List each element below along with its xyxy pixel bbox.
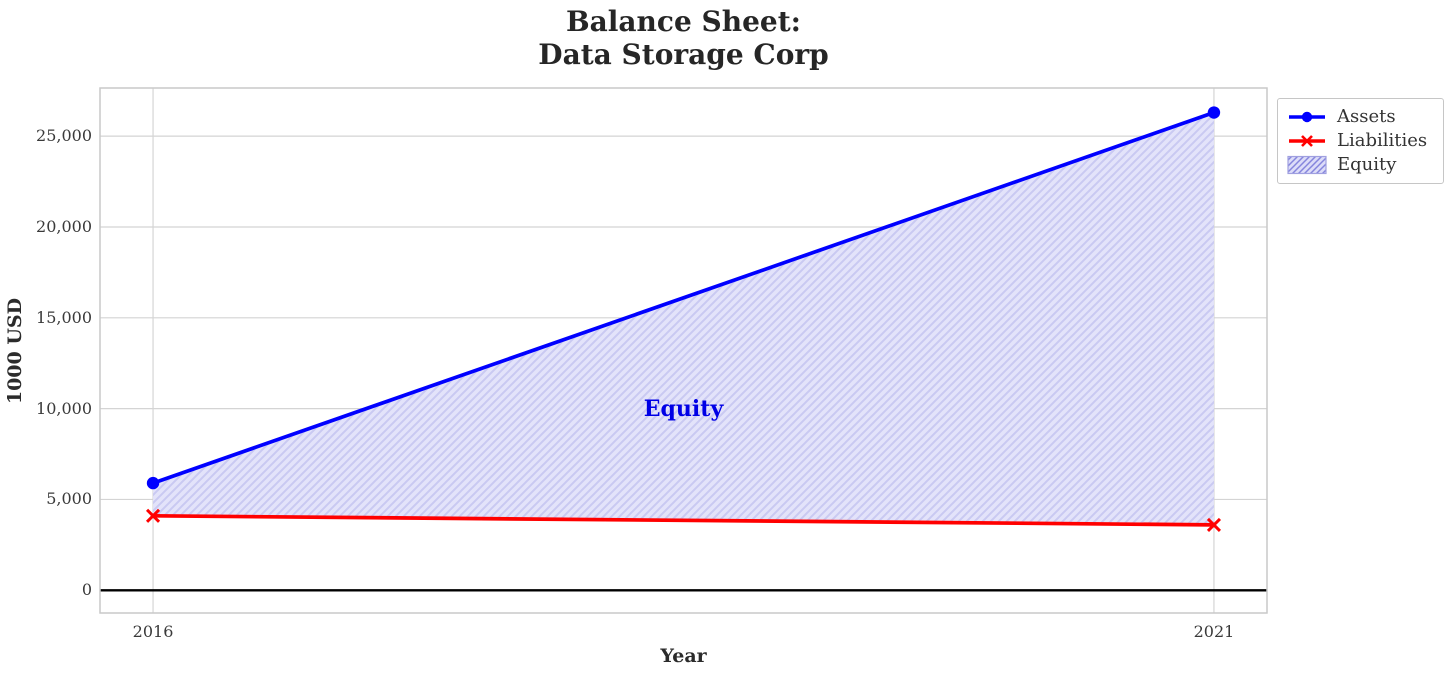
chart-title: Balance Sheet: Data Storage Corp bbox=[100, 5, 1267, 71]
y-tick-label: 25,000 bbox=[36, 126, 92, 146]
y-tick-label: 20,000 bbox=[36, 216, 92, 236]
assets-line-icon bbox=[1287, 107, 1327, 127]
chart-title-line1: Balance Sheet: bbox=[565, 5, 802, 38]
y-tick-label: 0 bbox=[81, 580, 92, 600]
y-tick-label: 15,000 bbox=[36, 307, 92, 327]
liabilities-line-icon bbox=[1287, 131, 1327, 151]
y-tick-label: 10,000 bbox=[36, 398, 92, 418]
chart-title-line2: Data Storage Corp bbox=[538, 38, 829, 71]
legend-label-liabilities: Liabilities bbox=[1337, 130, 1428, 151]
y-tick-label: 5,000 bbox=[46, 489, 92, 509]
equity-hatch-swatch-icon bbox=[1287, 155, 1327, 175]
legend-label-assets: Assets bbox=[1337, 106, 1396, 127]
legend-item-liabilities: Liabilities bbox=[1287, 129, 1434, 153]
legend-item-equity: Equity bbox=[1287, 153, 1434, 177]
y-axis-label: 1000 USD bbox=[4, 297, 26, 405]
legend: Assets Liabilities Equity bbox=[1277, 98, 1444, 184]
legend-item-assets: Assets bbox=[1287, 105, 1434, 129]
equity-annotation: Equity bbox=[643, 395, 724, 422]
x-axis-label: Year bbox=[660, 645, 707, 667]
legend-label-equity: Equity bbox=[1337, 154, 1397, 175]
x-tick-label: 2016 bbox=[132, 622, 174, 641]
x-tick-label: 2021 bbox=[1193, 622, 1235, 641]
